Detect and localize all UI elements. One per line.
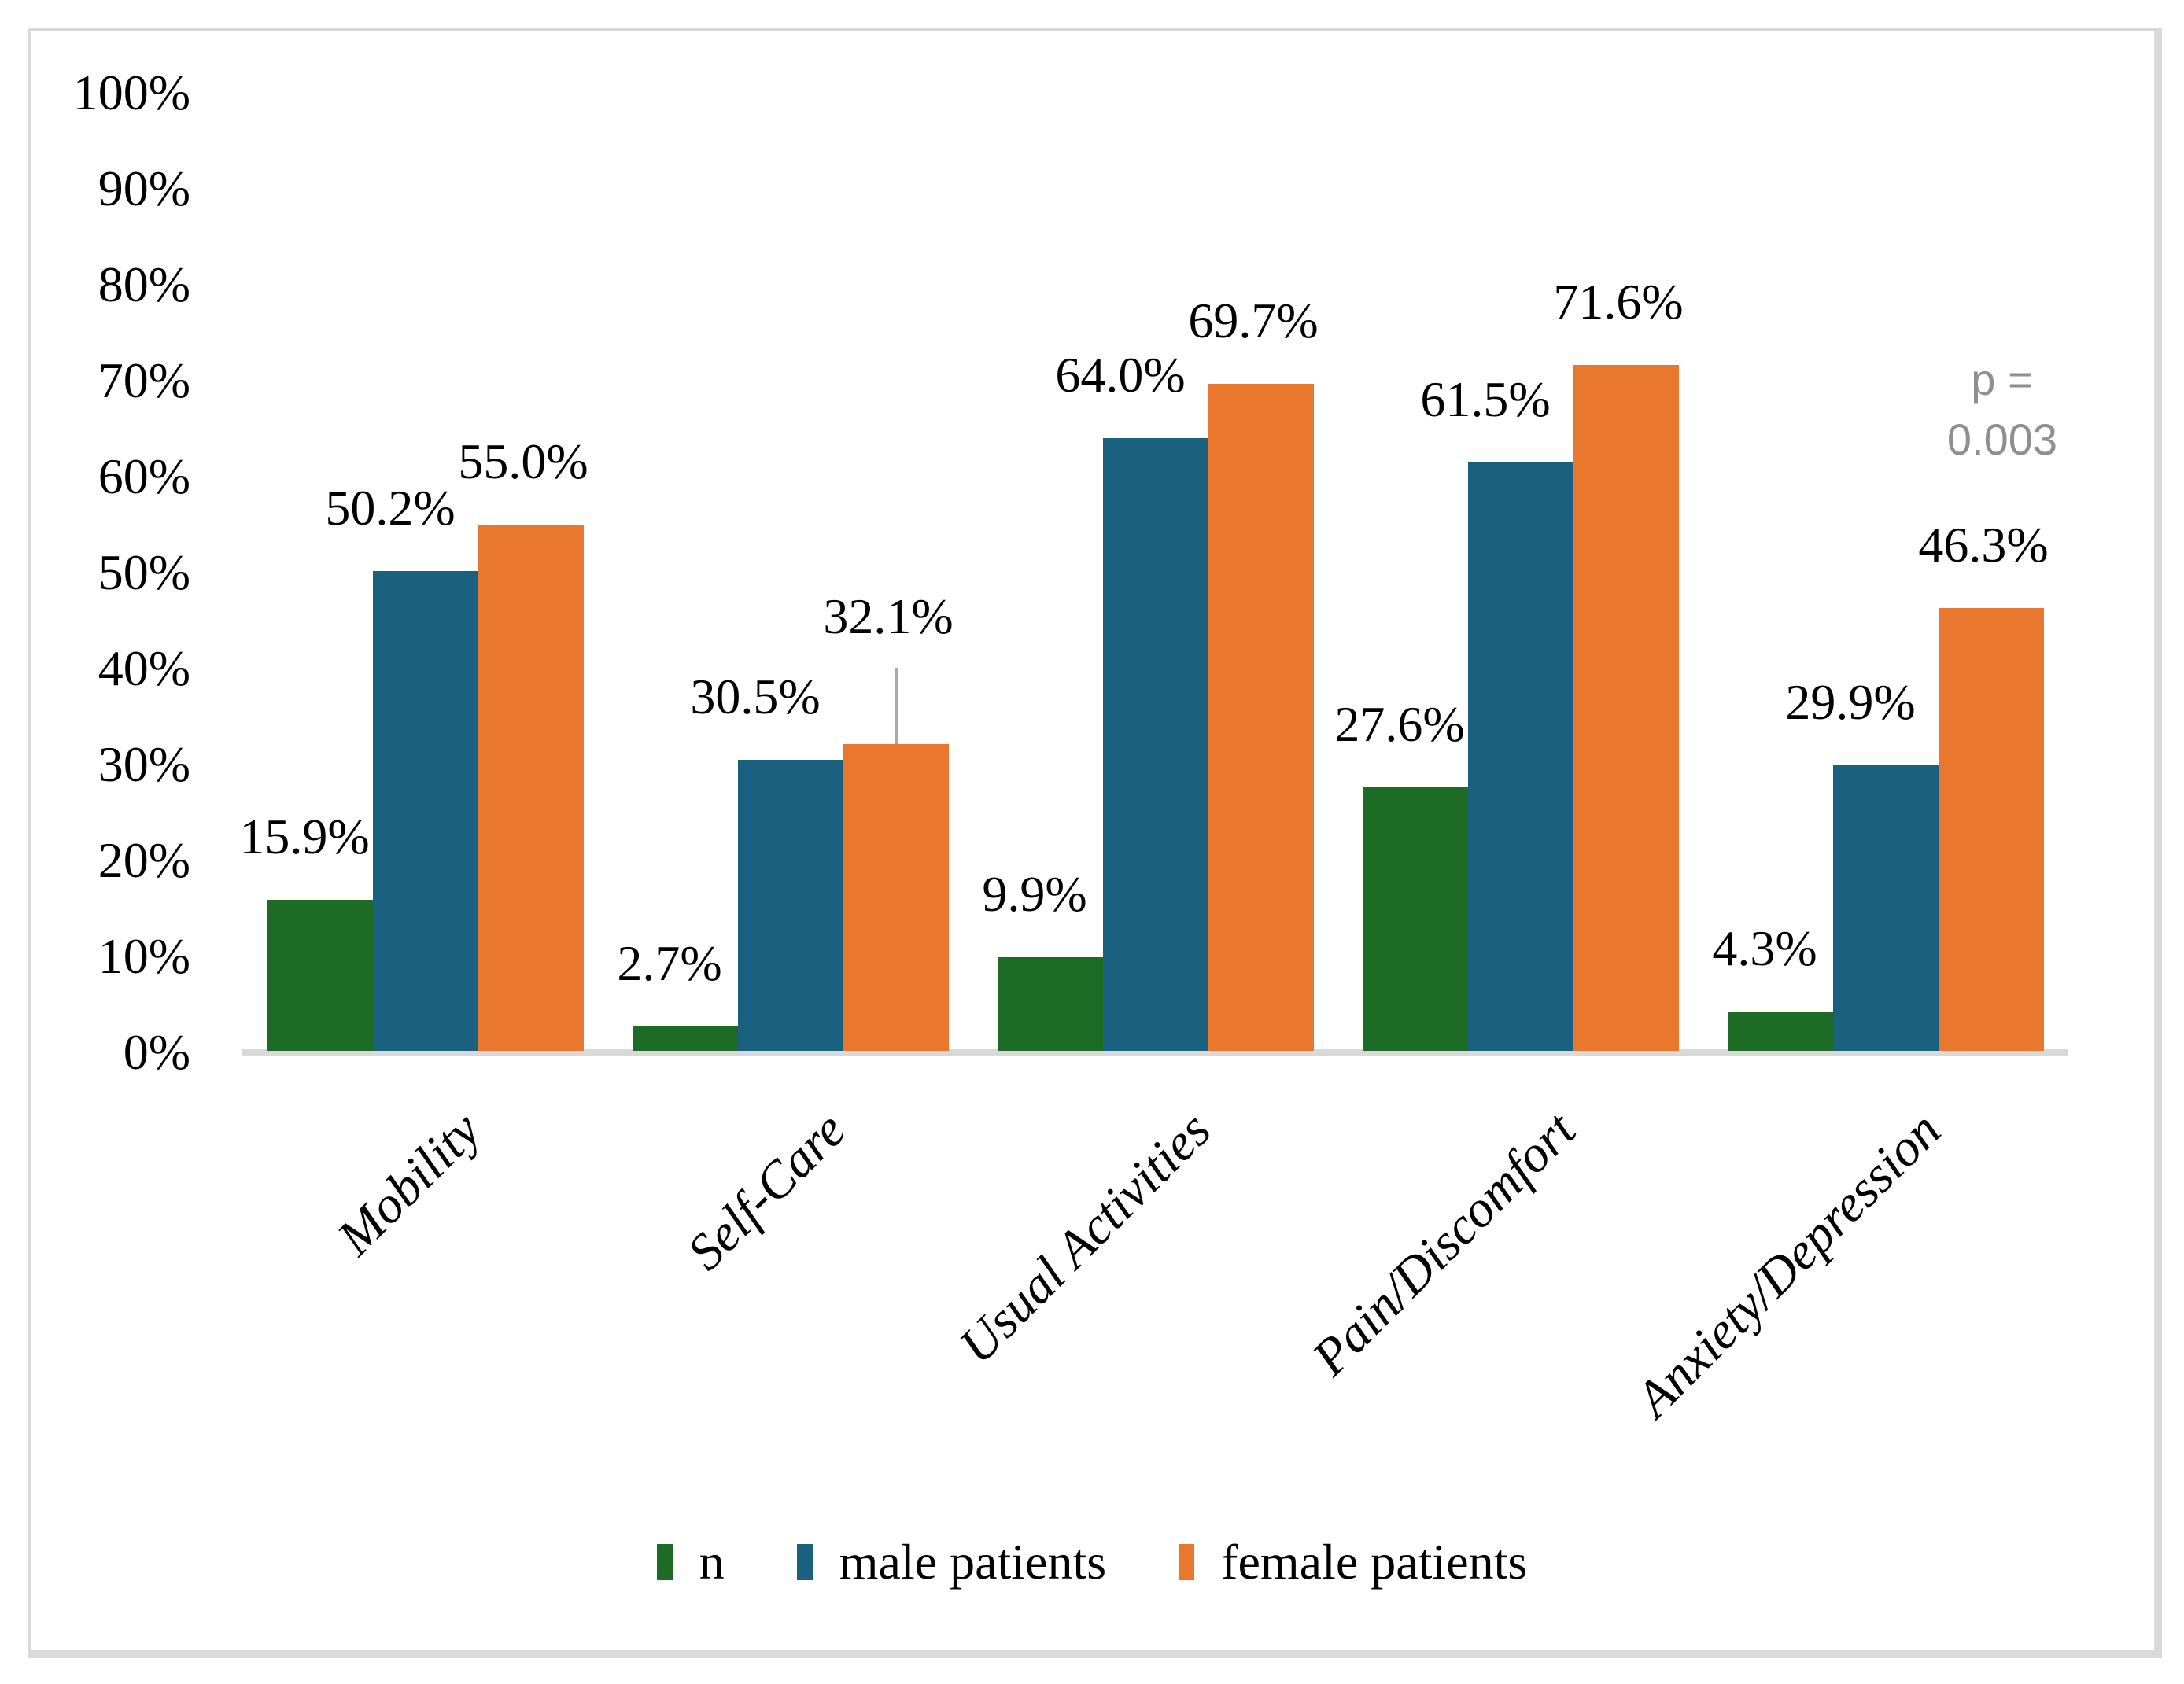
data-label-n-mobility: 15.9% [239,809,370,865]
bar-female-patients-pain-discomfort [1573,365,1679,1051]
bar-male-patients-anxiety-depression [1833,765,1939,1051]
data-label-female-patients-pain-discomfort: 71.6% [1553,274,1684,330]
y-tick-label-50: 50% [98,544,190,600]
bar-n-self-care [633,1026,738,1051]
legend-item-n: n [656,1534,725,1590]
legend-item-female-patients: female patients [1179,1534,1527,1590]
y-tick-label-0: 0% [123,1024,190,1080]
bar-n-anxiety-depression [1728,1011,1833,1051]
y-tick-label-20: 20% [98,832,190,888]
legend: n male patients female patients [31,1534,2153,1590]
data-label-female-patients-self-care: 32.1% [823,588,954,645]
y-tick-label-80: 80% [98,256,190,312]
data-label-male-patients-self-care: 30.5% [690,668,821,724]
legend-marker-n [656,1544,673,1580]
bar-female-patients-anxiety-depression [1939,608,2044,1051]
bar-n-mobility [267,900,373,1051]
bar-female-patients-mobility [478,525,584,1051]
bar-n-usual-activities [998,957,1103,1051]
legend-label-male-patients: male patients [839,1534,1107,1590]
y-tick-label-70: 70% [98,352,190,408]
data-label-n-usual-activities: 9.9% [982,866,1087,923]
bar-female-patients-self-care [843,744,949,1051]
data-label-female-patients-anxiety-depression: 46.3% [1918,517,2049,573]
p-value-annotation: p = 0.003 [1880,350,2124,470]
y-tick-label-60: 60% [98,448,190,504]
data-label-n-self-care: 2.7% [617,935,722,992]
data-label-n-pain-discomfort: 27.6% [1334,696,1465,753]
data-label-male-patients-mobility: 50.2% [325,479,456,536]
data-label-male-patients-pain-discomfort: 61.5% [1420,370,1551,427]
y-tick-label-100: 100% [72,64,190,120]
bar-male-patients-usual-activities [1103,438,1208,1051]
legend-marker-female-patients [1179,1544,1195,1580]
bar-female-patients-usual-activities [1208,383,1314,1051]
data-label-male-patients-anxiety-depression: 29.9% [1785,674,1916,731]
y-tick-label-10: 10% [98,928,190,984]
legend-label-female-patients: female patients [1221,1534,1528,1590]
label-leader-line [895,668,898,745]
data-label-n-anxiety-depression: 4.3% [1712,919,1817,976]
bar-n-pain-discomfort [1363,787,1468,1051]
y-tick-label-30: 30% [98,736,190,792]
y-tick-label-90: 90% [98,160,190,216]
legend-marker-male-patients [796,1544,813,1580]
bar-male-patients-pain-discomfort [1468,462,1573,1051]
data-label-female-patients-mobility: 55.0% [458,433,588,489]
data-label-male-patients-usual-activities: 64.0% [1055,347,1186,403]
bar-male-patients-self-care [738,759,843,1051]
p-value-line-1: p = [1971,355,2034,404]
data-label-female-patients-usual-activities: 69.7% [1188,292,1319,348]
legend-label-n: n [699,1534,725,1590]
legend-item-male-patients: male patients [796,1534,1107,1590]
p-value-line-2: 0.003 [1946,415,2058,464]
y-tick-label-40: 40% [98,640,190,696]
x-axis-line [242,1049,2068,1056]
bar-male-patients-mobility [373,570,478,1051]
